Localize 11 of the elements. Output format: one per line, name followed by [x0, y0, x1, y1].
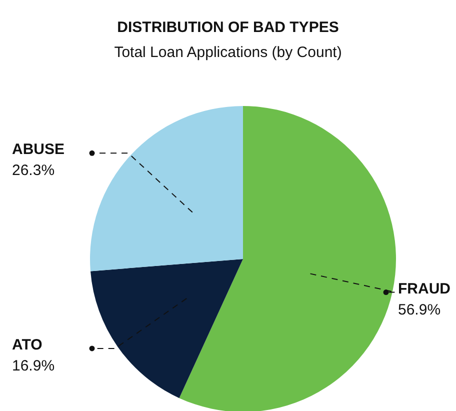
- pie-slice: [90, 106, 243, 272]
- data-label: 16.9%: [12, 357, 55, 374]
- slice-label: ATO: [12, 336, 43, 354]
- chart-subtitle: Total Loan Applications (by Count): [114, 44, 342, 61]
- chart-title: DISTRIBUTION OF BAD TYPES: [117, 19, 339, 36]
- slice-label: FRAUD: [398, 280, 451, 298]
- pie-slice: [90, 259, 243, 398]
- pie-slice: [179, 106, 396, 411]
- data-label: 26.3%: [12, 162, 55, 180]
- slice-label: ABUSE: [12, 141, 65, 158]
- data-label: 56.9%: [398, 301, 441, 318]
